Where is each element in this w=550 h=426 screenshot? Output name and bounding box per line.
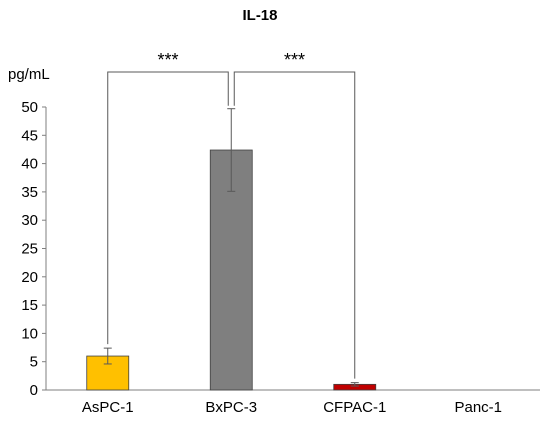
y-tick-label: 25: [21, 241, 38, 258]
x-tick-label: BxPC-3: [205, 399, 257, 416]
y-axis-unit-label: pg/mL: [8, 66, 50, 83]
error-bars: [103, 108, 359, 387]
y-tick-label: 20: [21, 269, 38, 286]
x-tick-label: Panc-1: [454, 399, 502, 416]
axes: 0 5 10 15 20 25 30 35 40 45 50 AsPC-1 BxPC-3 CFPAC-1 P…: [21, 99, 540, 416]
significance-brackets: *** ***: [107, 50, 356, 379]
x-tick-label: CFPAC-1: [323, 399, 386, 416]
significance-label: ***: [157, 50, 178, 70]
significance-bracket: [233, 71, 356, 379]
significance-bracket: [107, 71, 229, 345]
y-tick-label: 45: [21, 127, 38, 144]
y-tick-label: 0: [30, 382, 38, 399]
y-tick-label: 10: [21, 325, 38, 342]
y-tick-label: 5: [30, 354, 38, 371]
y-tick-label: 40: [21, 156, 38, 173]
chart-title: IL-18: [242, 7, 277, 24]
y-tick-label: 15: [21, 297, 38, 314]
y-tick-label: 30: [21, 212, 38, 229]
x-tick-label: AsPC-1: [82, 399, 134, 416]
y-tick-label: 50: [21, 99, 38, 116]
significance-label: ***: [284, 50, 305, 70]
y-tick-label: 35: [21, 184, 38, 201]
